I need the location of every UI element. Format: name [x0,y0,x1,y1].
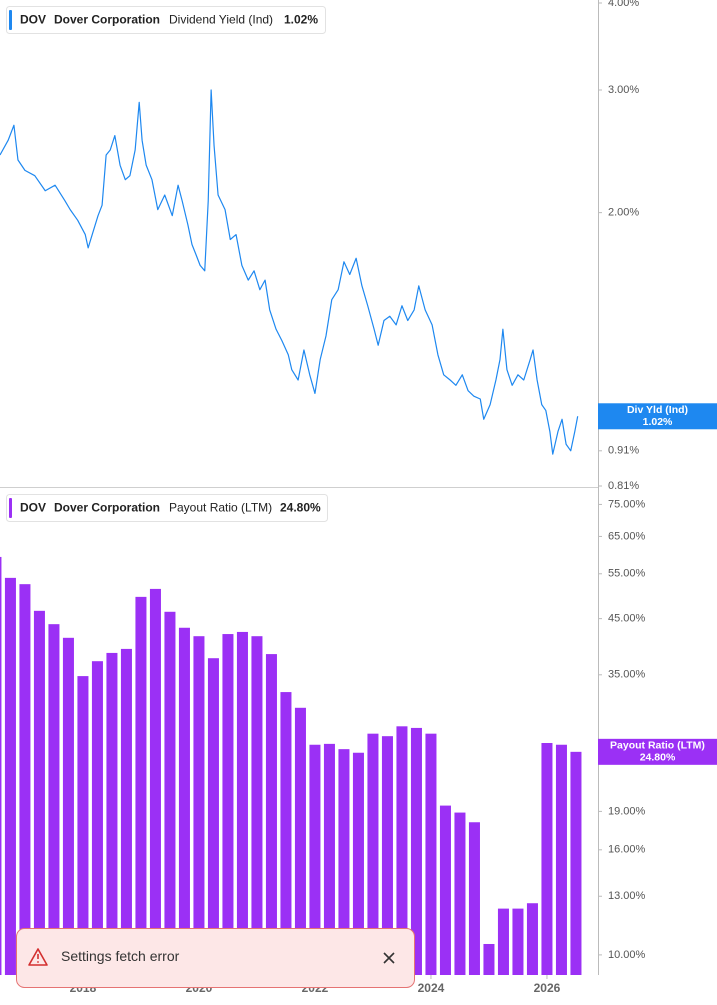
axes: 4.00%3.00%2.00%1.00%0.91%0.81%Div Yld (I… [598,0,717,961]
bar [0,556,2,975]
y-tick-label: 2.00% [608,207,639,219]
bar [323,743,335,975]
legend-ticker: DOV [20,13,46,27]
bar [381,736,393,975]
warning-icon [28,948,48,966]
bar [454,812,466,975]
bar [193,636,205,975]
bar [62,637,74,975]
axis-tag-value: 1.02% [643,416,673,428]
axis-tag-name: Payout Ratio (LTM) [610,740,705,752]
axis-tag [598,403,717,430]
bar [352,752,364,975]
axis-tag-value: 24.80% [640,752,676,764]
y-tick-label: 3.00% [608,84,639,96]
y-tick-label: 16.00% [608,844,646,856]
bar [425,733,437,975]
bar [294,707,306,975]
y-tick-label: 0.91% [608,445,639,457]
bar [33,610,45,975]
bar [497,908,509,975]
y-tick-label: 65.00% [608,530,646,542]
bar [135,596,147,975]
y-tick-label: 19.00% [608,805,646,817]
legend-value: 24.80% [280,501,321,515]
y-tick-label: 0.81% [608,480,639,492]
bar [468,822,480,975]
close-icon[interactable] [383,952,395,964]
bar [4,577,16,975]
bar [19,584,31,975]
bar [236,631,248,975]
bar [265,654,277,975]
bar [367,733,379,975]
bar [280,692,292,975]
legend-swatch [9,10,12,30]
legend-box [6,6,326,34]
bar [439,805,451,975]
x-tick-label: 2024 [418,981,445,995]
bar [483,943,495,975]
y-tick-label: 35.00% [608,669,646,681]
y-tick-label: 4.00% [608,0,639,9]
y-tick-label: 10.00% [608,949,646,961]
toast: Settings fetch error [16,928,415,988]
legend-company: Dover Corporation [54,501,160,515]
legend-top: DOV Dover Corporation Dividend Yield (In… [6,6,326,34]
legend-series: Dividend Yield (Ind) [169,13,273,27]
bar [120,648,132,975]
bar [207,658,219,975]
x-tick-label: 2026 [534,981,561,995]
legend-series: Payout Ratio (LTM) [169,501,272,515]
bar [396,726,408,975]
bar [410,727,422,975]
toast-message: Settings fetch error [61,948,180,964]
y-tick-label: 13.00% [608,890,646,902]
bar [512,908,524,975]
close-button[interactable] [378,947,400,969]
bar [164,611,176,975]
legend-ticker: DOV [20,501,46,515]
warning-icon-dot [37,961,39,963]
toast-box [16,928,415,988]
bar [526,903,538,975]
bar [48,624,60,975]
y-tick-label: 55.00% [608,568,646,580]
y-tick-label: 75.00% [608,498,646,510]
bar [570,751,582,975]
y-tick-label: 45.00% [608,613,646,625]
bar [106,652,118,975]
axis-tag [598,738,717,765]
legend-company: Dover Corporation [54,13,160,27]
bar [309,744,321,975]
axis-tag-name: Div Yld (Ind) [627,404,688,416]
bar [178,627,190,975]
legend-bottom: DOV Dover Corporation Payout Ratio (LTM)… [6,494,328,522]
line [0,89,579,455]
bar [251,636,263,975]
bar [149,588,161,975]
bar [222,634,234,975]
legend-swatch [9,498,12,518]
bar [91,661,103,975]
bar [541,743,553,975]
legend-value: 1.02% [284,13,318,27]
legend-box [6,494,328,522]
bar [555,744,567,975]
bar [77,676,89,975]
plots [0,89,582,975]
bar [338,749,350,975]
